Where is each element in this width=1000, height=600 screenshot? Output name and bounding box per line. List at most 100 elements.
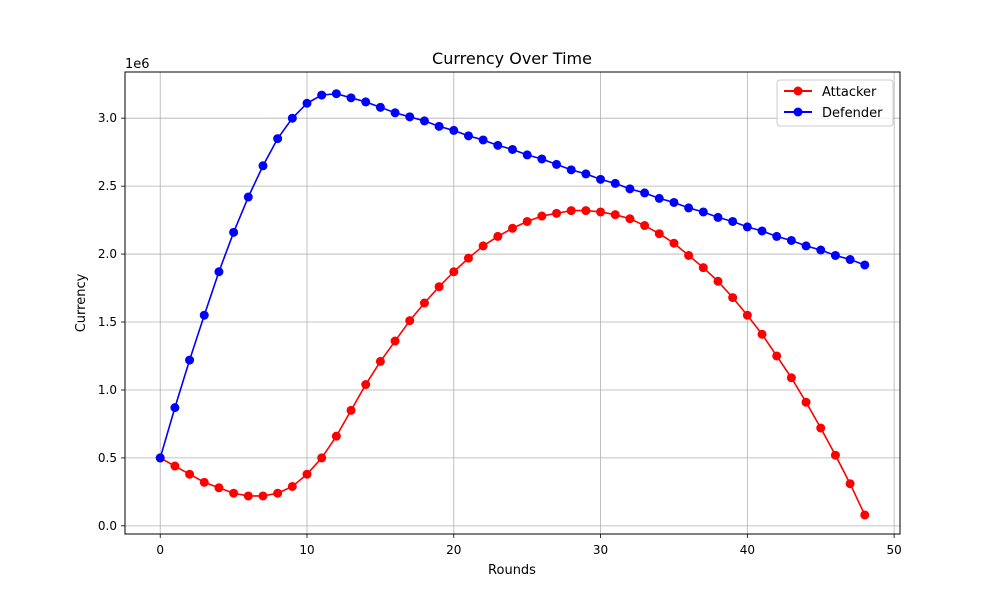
- y-tick-label: 0.0: [98, 519, 117, 533]
- x-tick-label: 50: [886, 543, 901, 557]
- y-tick-label: 2.0: [98, 247, 117, 261]
- data-point-attacker: [698, 263, 708, 273]
- data-point-defender: [346, 93, 356, 103]
- data-point-attacker: [287, 481, 297, 491]
- data-point-defender: [728, 216, 738, 226]
- data-point-defender: [596, 174, 606, 184]
- data-point-attacker: [757, 329, 767, 339]
- data-point-attacker: [684, 250, 694, 260]
- data-point-attacker: [581, 206, 591, 216]
- data-point-attacker: [654, 229, 664, 239]
- y-tick-label: 3.0: [98, 111, 117, 125]
- legend: Attacker Defender: [776, 79, 894, 127]
- data-point-attacker: [361, 380, 371, 390]
- data-point-attacker: [786, 373, 796, 383]
- data-point-defender: [493, 140, 503, 150]
- x-tick-label: 0: [156, 543, 164, 557]
- data-point-defender: [258, 161, 268, 171]
- data-point-defender: [742, 222, 752, 232]
- data-point-defender: [654, 193, 664, 203]
- data-point-defender: [463, 131, 473, 141]
- data-point-attacker: [772, 351, 782, 361]
- data-point-attacker: [610, 210, 620, 220]
- data-point-attacker: [596, 207, 606, 217]
- y-axis-scale-label: 1e6: [125, 57, 150, 72]
- data-point-defender: [375, 102, 385, 112]
- legend-marker-defender: [793, 107, 803, 117]
- series-layer: [155, 89, 870, 520]
- data-point-attacker: [214, 483, 224, 493]
- data-point-defender: [419, 116, 429, 126]
- data-point-defender: [713, 212, 723, 222]
- data-point-defender: [566, 165, 576, 175]
- grid: [125, 72, 900, 534]
- data-point-attacker: [273, 488, 283, 498]
- y-tick-label: 1.0: [98, 383, 117, 397]
- legend-label-attacker: Attacker: [822, 85, 877, 100]
- axis-ticks: 0 10 20 30 40 50 0.0 0.5 1.0 1.5 2.0 2.5 3.0: [98, 111, 902, 557]
- data-point-defender: [845, 255, 855, 265]
- data-point-attacker: [390, 336, 400, 346]
- data-point-attacker: [449, 267, 459, 277]
- data-point-attacker: [419, 298, 429, 308]
- y-axis-label: Currency: [74, 273, 89, 332]
- data-point-defender: [522, 150, 532, 160]
- data-point-defender: [669, 197, 679, 207]
- data-point-defender: [185, 355, 195, 365]
- x-axis-label: Rounds: [488, 563, 536, 578]
- data-point-defender: [287, 113, 297, 123]
- data-point-defender: [434, 121, 444, 131]
- data-point-defender: [243, 192, 253, 202]
- data-point-attacker: [478, 241, 488, 251]
- data-point-attacker: [331, 431, 341, 441]
- data-point-attacker: [537, 211, 547, 221]
- data-point-attacker: [552, 208, 562, 218]
- data-point-attacker: [346, 405, 356, 415]
- x-tick-label: 10: [299, 543, 314, 557]
- data-point-attacker: [522, 216, 532, 226]
- data-point-defender: [508, 144, 517, 154]
- data-point-attacker: [258, 491, 268, 501]
- x-tick-label: 30: [593, 543, 608, 557]
- x-tick-label: 20: [446, 543, 461, 557]
- data-point-defender: [331, 89, 341, 99]
- data-point-attacker: [170, 461, 180, 471]
- y-tick-label: 2.5: [98, 179, 117, 193]
- data-point-attacker: [185, 469, 195, 479]
- data-point-defender: [801, 241, 811, 251]
- data-point-attacker: [742, 310, 752, 320]
- data-point-defender: [229, 227, 239, 237]
- data-point-defender: [155, 453, 165, 463]
- data-point-defender: [449, 125, 459, 135]
- data-point-defender: [537, 154, 547, 164]
- data-point-defender: [757, 226, 767, 236]
- data-point-attacker: [801, 397, 811, 407]
- data-point-defender: [625, 184, 635, 194]
- data-point-attacker: [669, 238, 679, 248]
- data-point-attacker: [640, 221, 650, 231]
- data-point-defender: [698, 207, 708, 217]
- data-point-attacker: [434, 282, 444, 292]
- legend-label-defender: Defender: [822, 106, 883, 121]
- data-point-attacker: [845, 479, 855, 489]
- data-point-attacker: [229, 488, 239, 498]
- data-point-defender: [684, 203, 694, 213]
- data-point-defender: [552, 159, 562, 169]
- data-point-attacker: [830, 450, 840, 460]
- data-point-defender: [390, 108, 400, 118]
- data-point-defender: [772, 231, 782, 241]
- data-point-defender: [610, 178, 620, 188]
- data-point-attacker: [405, 316, 415, 326]
- data-point-defender: [302, 98, 312, 108]
- data-point-defender: [478, 135, 488, 145]
- data-point-attacker: [566, 206, 576, 216]
- data-point-attacker: [860, 510, 870, 520]
- data-point-defender: [640, 188, 650, 198]
- data-point-defender: [361, 97, 371, 107]
- data-point-defender: [830, 250, 840, 260]
- data-point-defender: [581, 169, 591, 179]
- data-point-attacker: [625, 214, 635, 224]
- data-point-defender: [405, 112, 415, 122]
- data-point-attacker: [728, 293, 738, 303]
